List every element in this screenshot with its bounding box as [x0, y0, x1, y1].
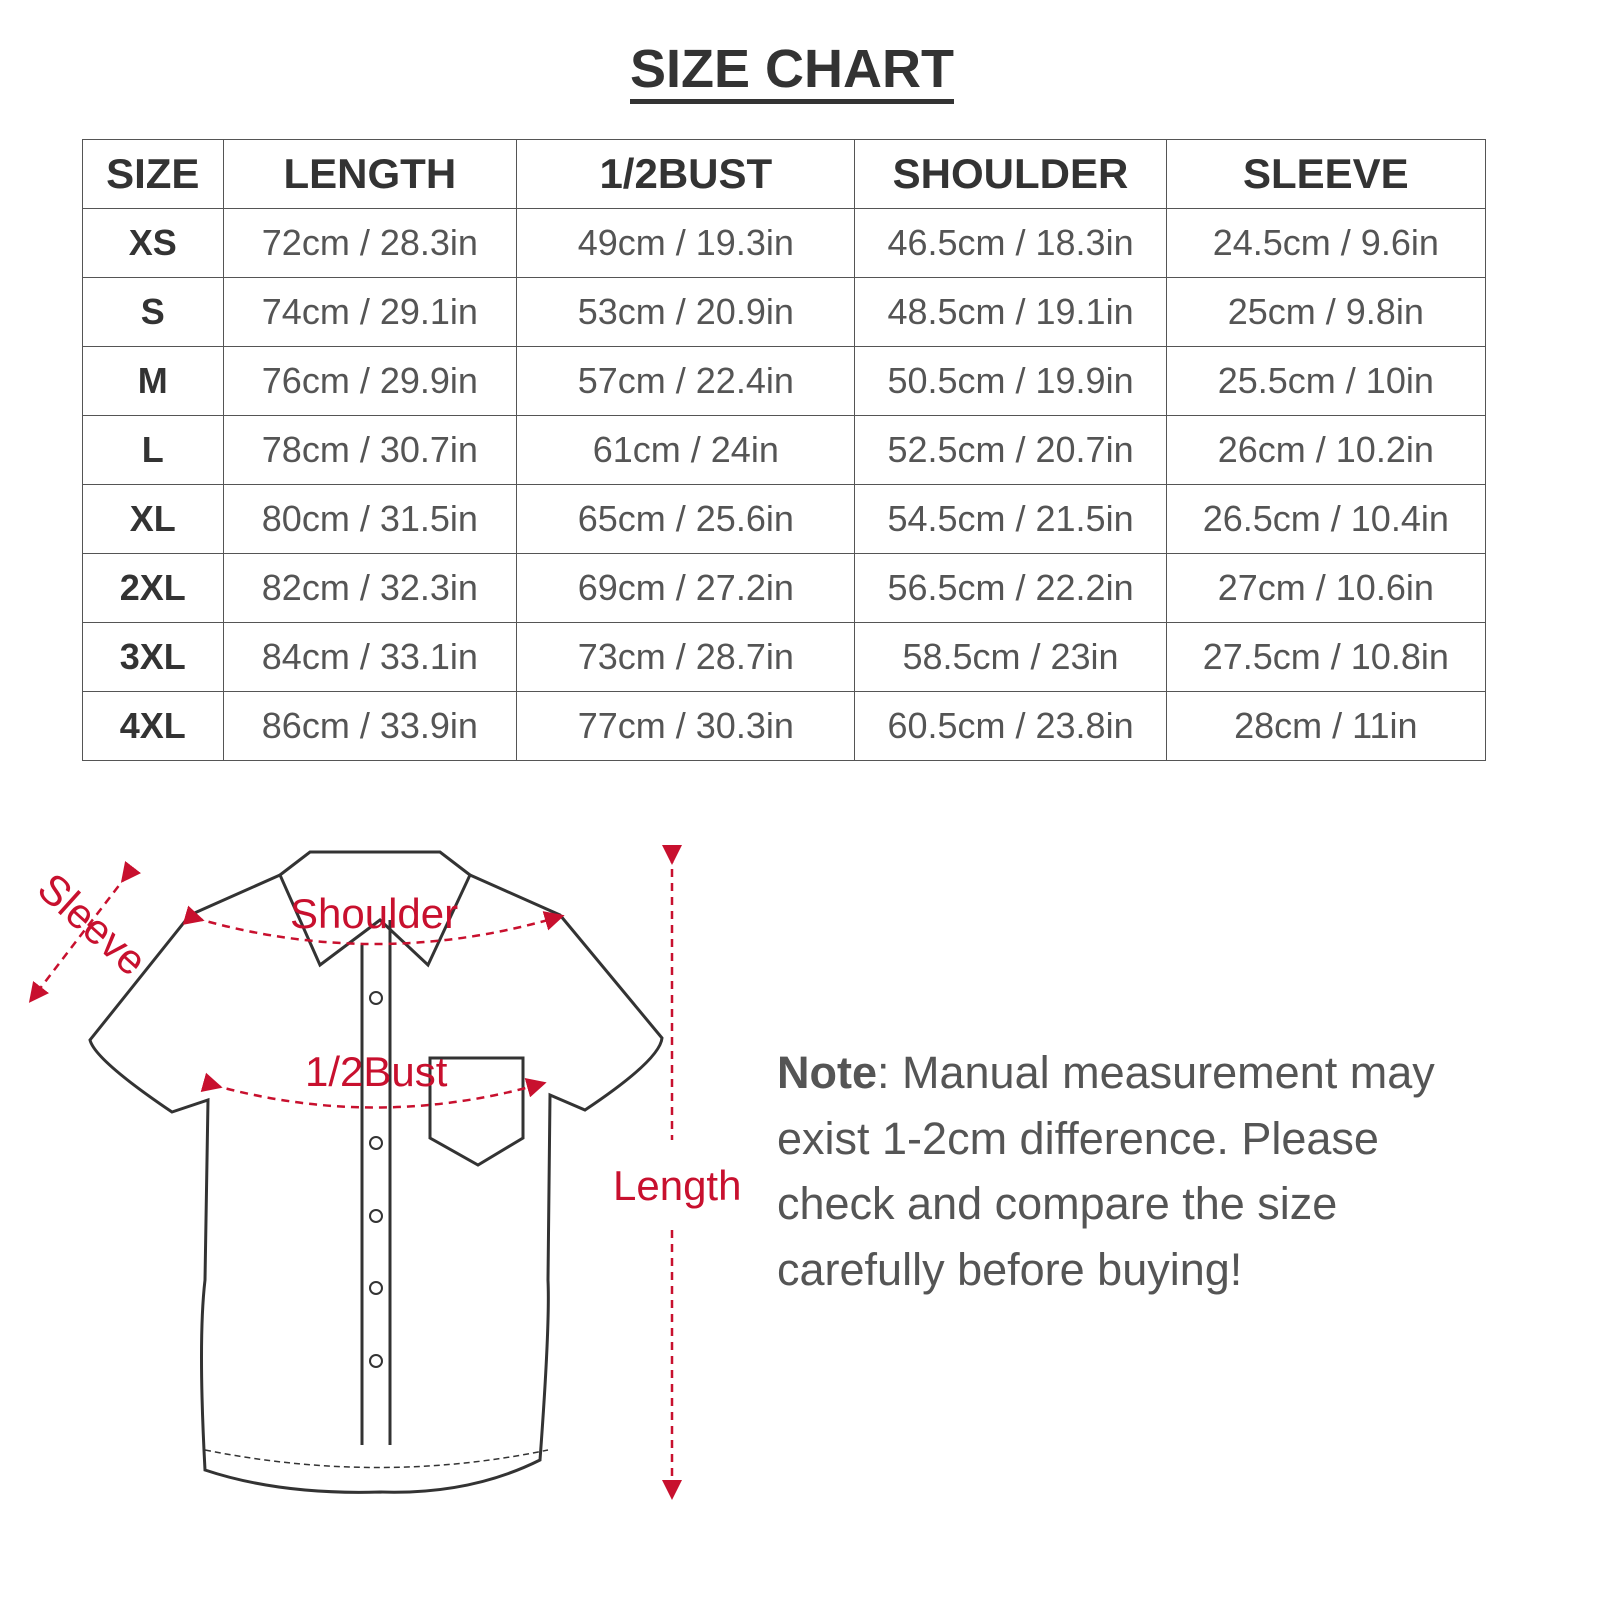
size-table: SIZE LENGTH 1/2BUST SHOULDER SLEEVE XS 72cm /… — [82, 139, 1487, 761]
measurement-cell: 25.5cm / 10in — [1165, 346, 1487, 416]
measurement-cell: 52.5cm / 20.7in — [854, 415, 1167, 485]
size-cell: L — [82, 415, 224, 485]
measurement-cell: 53cm / 20.9in — [516, 277, 856, 347]
shirt-diagram: Shoulder 1/2Bust Length Sleeve — [28, 845, 741, 1500]
measurement-cell: 61cm / 24in — [516, 415, 856, 485]
table-row: S 74cm / 29.1in 53cm / 20.9in 48.5cm / 19.1… — [82, 277, 1487, 347]
measurement-cell: 78cm / 30.7in — [222, 415, 518, 485]
measurement-cell: 74cm / 29.1in — [222, 277, 518, 347]
measurement-cell: 80cm / 31.5in — [222, 484, 518, 554]
size-cell: 4XL — [82, 691, 224, 761]
measurement-cell: 28cm / 11in — [1165, 691, 1487, 761]
table-row: 4XL 86cm / 33.9in 77cm / 30.3in 60.5cm / 23… — [82, 691, 1487, 761]
size-cell: 3XL — [82, 622, 224, 692]
measurement-cell: 24.5cm / 9.6in — [1165, 208, 1487, 278]
table-row: L 78cm / 30.7in 61cm / 24in 52.5cm / 20.7in… — [82, 415, 1487, 485]
measurement-cell: 26.5cm / 10.4in — [1165, 484, 1487, 554]
measurement-cell: 25cm / 9.8in — [1165, 277, 1487, 347]
column-header: 1/2BUST — [516, 139, 856, 209]
column-header: SHOULDER — [854, 139, 1167, 209]
size-cell: XS — [82, 208, 224, 278]
measurement-cell: 65cm / 25.6in — [516, 484, 856, 554]
shirt-outline — [88, 850, 664, 1494]
size-cell: 2XL — [82, 553, 224, 623]
shoulder-label: Shoulder — [290, 890, 458, 937]
measurement-cell: 54.5cm / 21.5in — [854, 484, 1167, 554]
buttons — [369, 991, 383, 1368]
table-row: 3XL 84cm / 33.1in 73cm / 28.7in 58.5cm / 23… — [82, 622, 1487, 692]
measurement-cell: 76cm / 29.9in — [222, 346, 518, 416]
length-label: Length — [613, 1162, 741, 1209]
table-row: M 76cm / 29.9in 57cm / 22.4in 50.5cm / 19.9… — [82, 346, 1487, 416]
measurement-cell: 50.5cm / 19.9in — [854, 346, 1167, 416]
size-cell: XL — [82, 484, 224, 554]
shoulder-line — [182, 905, 565, 946]
measurement-cell: 48.5cm / 19.1in — [854, 277, 1167, 347]
measurement-cell: 73cm / 28.7in — [516, 622, 856, 692]
note-text: Note: Manual measurement may exist 1-2cm… — [777, 1047, 1435, 1295]
bust-line — [200, 1072, 547, 1109]
table-header-row: SIZE LENGTH 1/2BUST SHOULDER SLEEVE — [82, 139, 1487, 209]
measurement-cell: 82cm / 32.3in — [222, 553, 518, 623]
measurement-cell: 46.5cm / 18.3in — [854, 208, 1167, 278]
measure-lines — [28, 845, 682, 1500]
page-title: SIZE CHART — [0, 38, 1584, 104]
measurement-cell: 86cm / 33.9in — [222, 691, 518, 761]
measurement-cell: 57cm / 22.4in — [516, 346, 856, 416]
column-header: SLEEVE — [1165, 139, 1487, 209]
bust-label: 1/2Bust — [305, 1048, 448, 1095]
table-row: XS 72cm / 28.3in 49cm / 19.3in 46.5cm / 18.… — [82, 208, 1487, 278]
measurement-cell: 69cm / 27.2in — [516, 553, 856, 623]
column-header: LENGTH — [222, 139, 518, 209]
size-cell: M — [82, 346, 224, 416]
sleeve-label: Sleeve — [29, 864, 156, 985]
sleeve-line — [28, 860, 142, 1003]
column-header: SIZE — [82, 139, 224, 209]
measurement-cell: 26cm / 10.2in — [1165, 415, 1487, 485]
measurement-cell: 84cm / 33.1in — [222, 622, 518, 692]
size-cell: S — [82, 277, 224, 347]
measurement-cell: 27.5cm / 10.8in — [1165, 622, 1487, 692]
measurement-cell: 27cm / 10.6in — [1165, 553, 1487, 623]
measurement-cell: 60.5cm / 23.8in — [854, 691, 1167, 761]
measurement-cell: 56.5cm / 22.2in — [854, 553, 1167, 623]
measurement-cell: 77cm / 30.3in — [516, 691, 856, 761]
measurement-cell: 49cm / 19.3in — [516, 208, 856, 278]
measurement-cell: 58.5cm / 23in — [854, 622, 1167, 692]
measurement-cell: 72cm / 28.3in — [222, 208, 518, 278]
table-row: XL 80cm / 31.5in 65cm / 25.6in 54.5cm / 21.… — [82, 484, 1487, 554]
table-row: 2XL 82cm / 32.3in 69cm / 27.2in 56.5cm / 22… — [82, 553, 1487, 623]
